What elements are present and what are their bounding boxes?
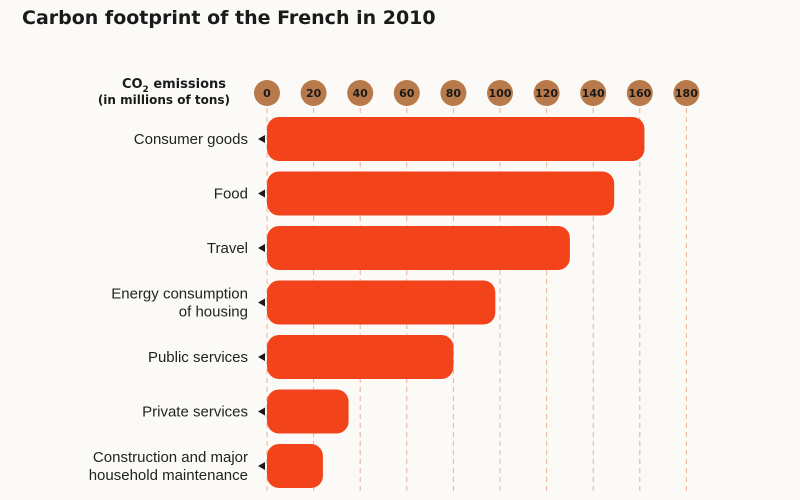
tick-label: 160 [628,87,651,100]
tick-circle [487,80,513,106]
category-labels: Consumer goods Food Travel Energy consumpti… [89,131,265,484]
tick-circle [300,80,327,106]
bar [267,335,454,379]
tick-label: 180 [675,87,698,100]
bar [267,171,615,216]
axis-unit-label: CO2 emissions [122,77,226,95]
category-marker [258,298,265,307]
category-label: Food [214,186,248,203]
bar [267,444,323,488]
category-label: household maintenance [89,467,248,484]
category-label: Travel [207,240,248,257]
tick-circle [440,80,467,106]
tick-label: 40 [353,87,369,100]
tick-circle [626,80,653,106]
category-marker [258,135,265,143]
tick-circle [580,80,607,106]
tick-label: 100 [489,87,512,100]
bar [267,280,496,325]
tick-label: 20 [306,87,322,100]
tick-label: 0 [263,87,271,100]
bars [267,117,645,488]
category-marker [258,462,265,470]
category-label: Public services [148,349,248,366]
bar [267,389,349,434]
tick-label: 80 [446,87,462,100]
axis-unit-label-line2: (in millions of tons) [98,93,230,107]
category-marker [258,407,265,416]
tick-label: 140 [582,87,605,100]
category-label: Energy consumption [111,286,248,303]
category-marker [258,244,265,252]
category-label: Private services [142,404,248,421]
chart-title: Carbon footprint of the French in 2010 [22,7,436,29]
tick-label: 120 [535,87,558,100]
category-label: Consumer goods [134,131,248,148]
tick-circle [254,80,280,106]
category-marker [258,189,265,198]
tick-label: 60 [399,87,415,100]
category-label: of housing [179,304,248,321]
category-label: Construction and major [93,449,248,466]
tick-circle [673,80,700,106]
tick-circle [533,80,560,106]
tick-circle [393,80,420,106]
bar [267,226,570,270]
bar [267,117,645,161]
category-marker [258,353,265,361]
x-axis-ticks: 0 20 40 60 80 100 120 140 160 180 [254,80,700,106]
tick-circle [347,80,374,106]
